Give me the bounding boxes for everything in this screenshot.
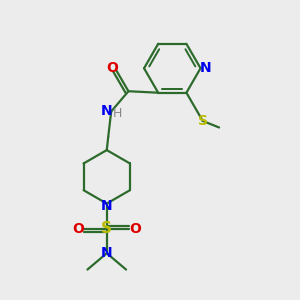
Text: H: H [113,107,122,120]
Text: N: N [101,199,112,213]
Text: S: S [198,114,208,128]
Text: O: O [130,222,142,236]
Text: N: N [100,104,112,118]
Text: O: O [106,61,118,75]
Text: S: S [101,221,112,236]
Text: N: N [101,246,112,260]
Text: O: O [72,222,84,236]
Text: N: N [200,61,212,75]
